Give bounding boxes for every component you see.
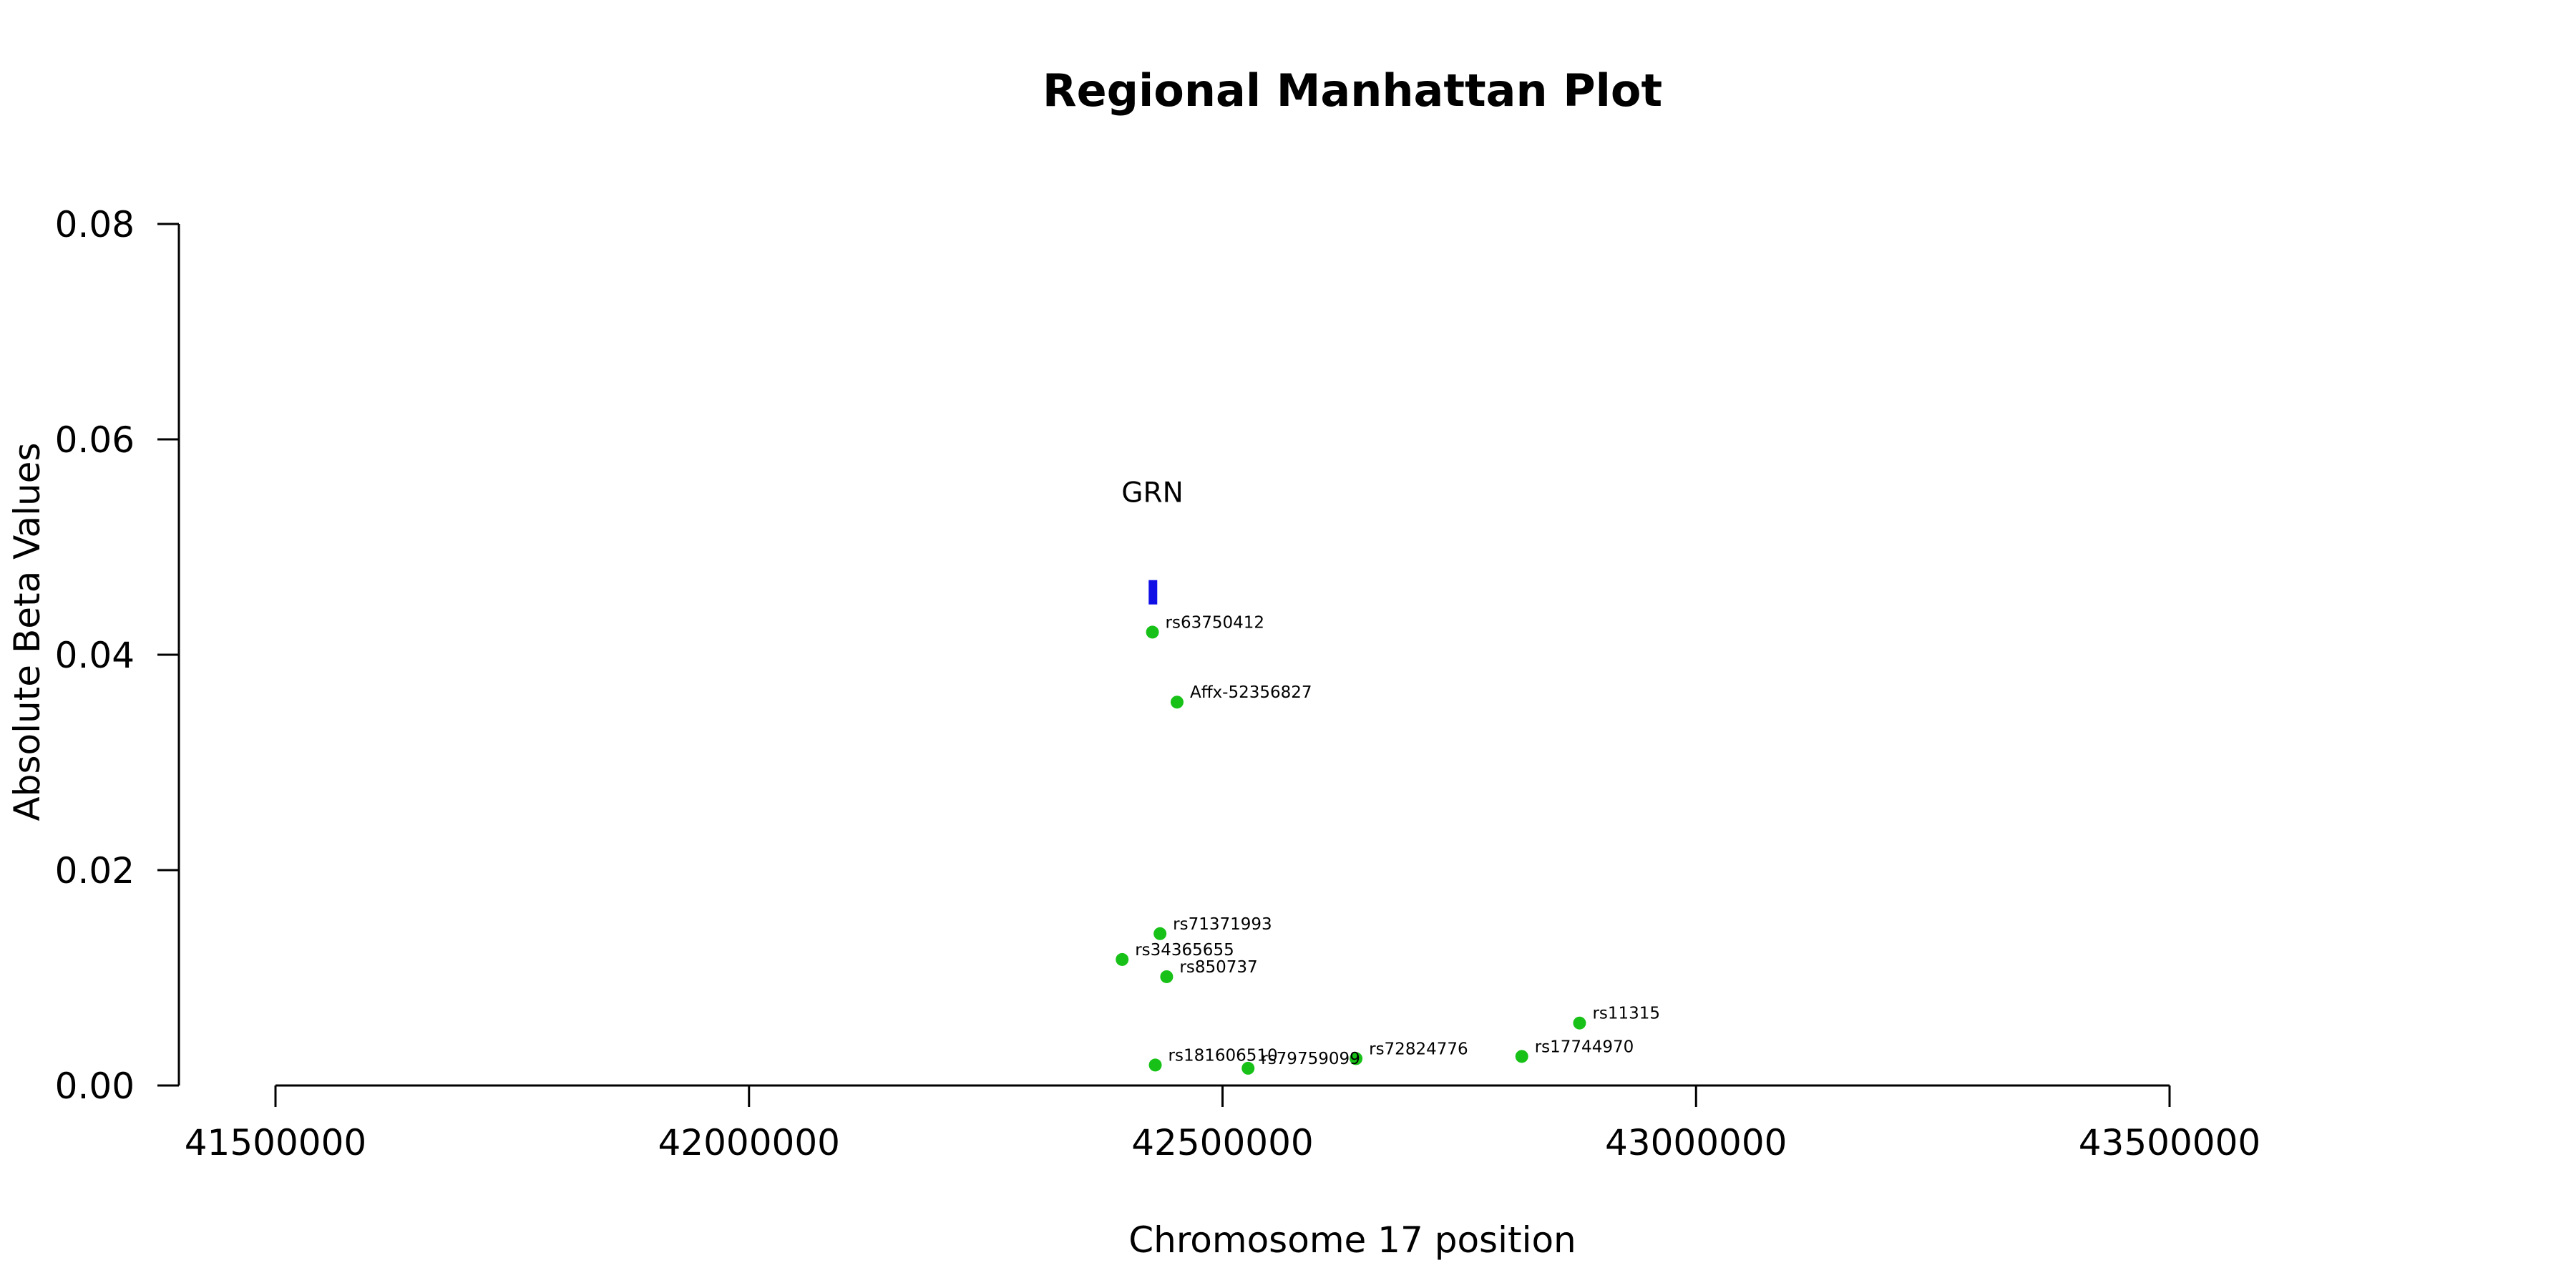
x-tick-label: 41500000 bbox=[185, 1122, 367, 1163]
y-axis-label: Absolute Beta Values bbox=[6, 443, 48, 821]
x-axis-label: Chromosome 17 position bbox=[1128, 1219, 1576, 1261]
y-tick-label: 0.02 bbox=[55, 850, 135, 892]
x-tick-label: 42000000 bbox=[658, 1122, 841, 1163]
snp-label: rs11315 bbox=[1592, 1005, 1660, 1023]
y-tick-label: 0.00 bbox=[55, 1065, 135, 1107]
snp-label: rs850737 bbox=[1179, 958, 1257, 977]
gene-label: GRN bbox=[1121, 477, 1184, 509]
snp-label: rs71371993 bbox=[1173, 915, 1272, 934]
snp-point bbox=[1573, 1016, 1586, 1030]
snp-point bbox=[1116, 952, 1129, 966]
snp-point bbox=[1148, 1058, 1162, 1072]
snp-label: rs63750412 bbox=[1166, 613, 1265, 632]
y-tick-label: 0.08 bbox=[55, 204, 135, 245]
snp-label: Affx-52356827 bbox=[1190, 683, 1312, 702]
x-tick-label: 43000000 bbox=[1605, 1122, 1787, 1163]
snp-point bbox=[1350, 1052, 1363, 1065]
snp-point bbox=[1146, 625, 1159, 639]
points-layer: rs63750412 Affx-52356827 rs71371993 rs34365… bbox=[1116, 613, 1660, 1075]
gene-bar bbox=[1148, 580, 1158, 605]
y-tick-label: 0.04 bbox=[55, 635, 135, 676]
x-tick-label: 43500000 bbox=[2079, 1122, 2261, 1163]
chart-title: Regional Manhattan Plot bbox=[1043, 64, 1662, 117]
snp-label: rs17744970 bbox=[1535, 1038, 1634, 1056]
snp-label: rs181606510 bbox=[1169, 1046, 1278, 1065]
snp-point bbox=[1153, 927, 1167, 940]
gene-layer: GRN bbox=[1121, 477, 1184, 605]
snp-label: rs72824776 bbox=[1369, 1040, 1468, 1058]
snp-point bbox=[1241, 1061, 1255, 1075]
snp-point bbox=[1160, 970, 1174, 983]
snp-point bbox=[1170, 696, 1184, 709]
snp-label: rs79759099 bbox=[1261, 1050, 1360, 1068]
snp-label: rs34365655 bbox=[1135, 941, 1234, 960]
snp-point bbox=[1515, 1050, 1528, 1063]
axes: 41500000 42000000 42500000 43000000 43500000… bbox=[55, 204, 2261, 1163]
y-tick-label: 0.06 bbox=[55, 419, 135, 461]
x-tick-label: 42500000 bbox=[1131, 1122, 1314, 1163]
